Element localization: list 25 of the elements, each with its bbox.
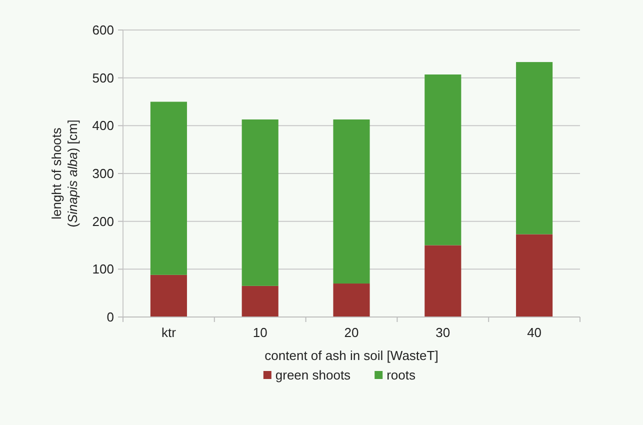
x-tick-label: 20 [344, 325, 359, 340]
bar [424, 245, 462, 317]
bar [333, 119, 370, 284]
y-tick-label: 400 [92, 118, 114, 134]
x-tick-label: 10 [252, 325, 268, 340]
legend-label: green shoots [275, 368, 352, 383]
bar [516, 62, 553, 234]
bar [242, 119, 278, 286]
bar [150, 102, 187, 275]
bar [333, 284, 370, 317]
bar [150, 274, 187, 317]
bar [516, 234, 553, 317]
y-tick-label: 200 [92, 214, 114, 229]
bar [242, 286, 278, 317]
x-tick-label: 30 [436, 325, 450, 340]
y-tick-label: 500 [92, 70, 114, 86]
x-tick-label: 40 [527, 325, 542, 340]
x-tick-label: ktr [161, 325, 177, 340]
bar [424, 74, 462, 246]
y-tick-label: 600 [92, 22, 114, 38]
x-axis-title: content of ash in soil [WasteT] [264, 348, 438, 363]
y-tick-label: 0 [106, 310, 114, 325]
y-tick-label: 100 [92, 262, 114, 277]
legend-label: roots [386, 368, 416, 383]
y-tick-label: 300 [92, 166, 114, 182]
